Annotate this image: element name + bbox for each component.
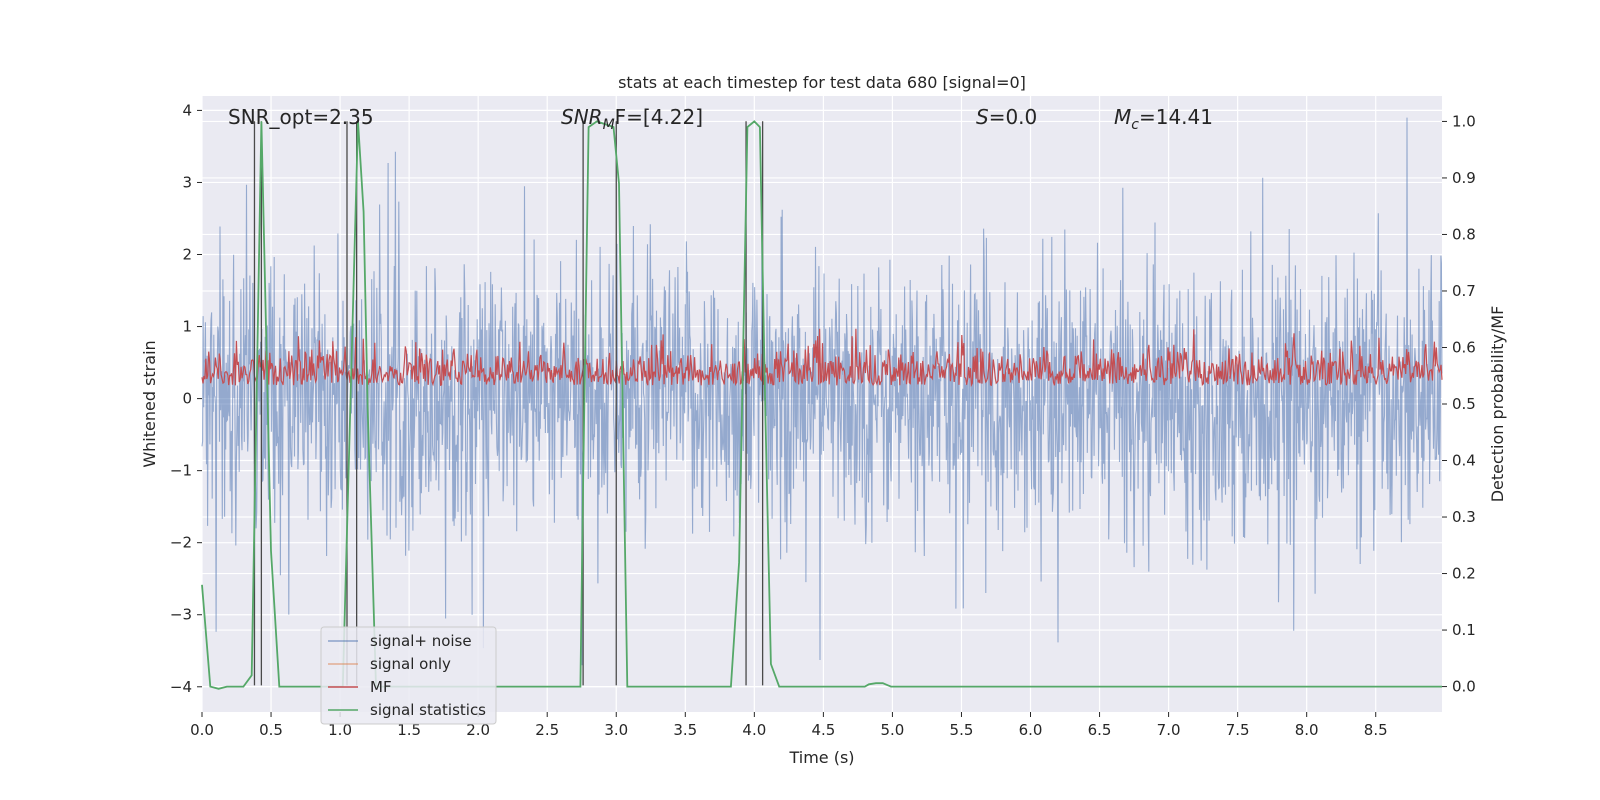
x-tick-label: 6.0 — [1019, 721, 1043, 739]
x-tick-label: 1.5 — [397, 721, 421, 739]
y-tick-label: −4 — [170, 678, 192, 696]
y-tick-label: 0 — [182, 390, 192, 408]
x-tick-label: 7.5 — [1226, 721, 1250, 739]
y2-tick-label: 0.9 — [1452, 169, 1476, 187]
x-tick-label: 6.5 — [1088, 721, 1112, 739]
signal-statistics-series — [201, 120, 1442, 690]
y-tick-label: 4 — [182, 101, 192, 119]
legend-label-signal-only: signal only — [370, 655, 451, 673]
y-axis-ticks: 4 3 2 1 0 −1 −2 −3 −4 — [170, 101, 202, 696]
x-tick-label: 5.0 — [880, 721, 904, 739]
x-tick-label: 3.0 — [604, 721, 628, 739]
mf-line — [201, 328, 1443, 388]
x-tick-label: 4.0 — [742, 721, 766, 739]
legend: signal+ noise signal only MF signal stat… — [320, 626, 497, 725]
y2-tick-label: 0.0 — [1452, 678, 1476, 696]
annotation-snr-mf: SNRMF=[4.22] — [561, 105, 703, 133]
x-axis-label: Time (s) — [788, 748, 854, 767]
chart-title: stats at each timestep for test data 680… — [618, 73, 1026, 92]
annotation-snr-opt: SNR_opt=2.35 — [228, 105, 374, 129]
legend-label-signal-statistics: signal statistics — [370, 701, 486, 719]
x-tick-label: 5.5 — [950, 721, 974, 739]
y2-tick-label: 0.3 — [1452, 508, 1476, 526]
y2-tick-label: 0.8 — [1452, 225, 1476, 243]
y2-axis-ticks: 1.0 0.9 0.8 0.7 0.6 0.5 0.4 0.3 0.2 0.1 0.0 — [1442, 112, 1476, 696]
x-tick-label: 0.5 — [259, 721, 283, 739]
x-tick-label: 8.5 — [1364, 721, 1388, 739]
annotation-s: S=0.0 — [976, 105, 1037, 129]
y2-axis-label: Detection probability/MF — [1488, 306, 1507, 503]
y-tick-label: −1 — [170, 462, 192, 480]
x-tick-label: 7.0 — [1157, 721, 1181, 739]
y2-tick-label: 0.1 — [1452, 621, 1476, 639]
y-axis-label: Whitened strain — [140, 340, 159, 467]
y2-tick-label: 0.5 — [1452, 395, 1476, 413]
x-tick-label: 2.5 — [535, 721, 559, 739]
annotation-mc: Mc=14.41 — [1114, 105, 1213, 133]
y-tick-label: 2 — [182, 246, 192, 264]
y2-tick-label: 0.2 — [1452, 565, 1476, 583]
mf-series — [201, 328, 1443, 388]
y-tick-label: 3 — [182, 173, 192, 191]
y-tick-label: −2 — [170, 534, 192, 552]
y-tick-label: −3 — [170, 606, 192, 624]
legend-box — [320, 626, 497, 725]
signal-statistics-line — [201, 120, 1442, 690]
y2-tick-label: 0.7 — [1452, 282, 1476, 300]
y-tick-label: 1 — [182, 318, 192, 336]
legend-label-signal-noise: signal+ noise — [370, 632, 472, 650]
vertical-markers — [253, 121, 764, 686]
x-tick-label: 2.0 — [466, 721, 490, 739]
x-tick-label: 8.0 — [1295, 721, 1319, 739]
x-tick-label: 1.0 — [328, 721, 352, 739]
y2-tick-label: 0.6 — [1452, 338, 1476, 356]
x-tick-label: 3.5 — [673, 721, 697, 739]
x-axis-ticks: 0.0 0.5 1.0 1.5 2.0 2.5 3.0 3.5 4.0 4.5 5.0 5.5 6.0 6… — [190, 712, 1388, 739]
y2-tick-label: 1.0 — [1452, 112, 1476, 130]
x-tick-label: 4.5 — [811, 721, 835, 739]
x-tick-label: 0.0 — [190, 721, 214, 739]
y2-tick-label: 0.4 — [1452, 452, 1476, 470]
legend-label-mf: MF — [370, 678, 392, 696]
